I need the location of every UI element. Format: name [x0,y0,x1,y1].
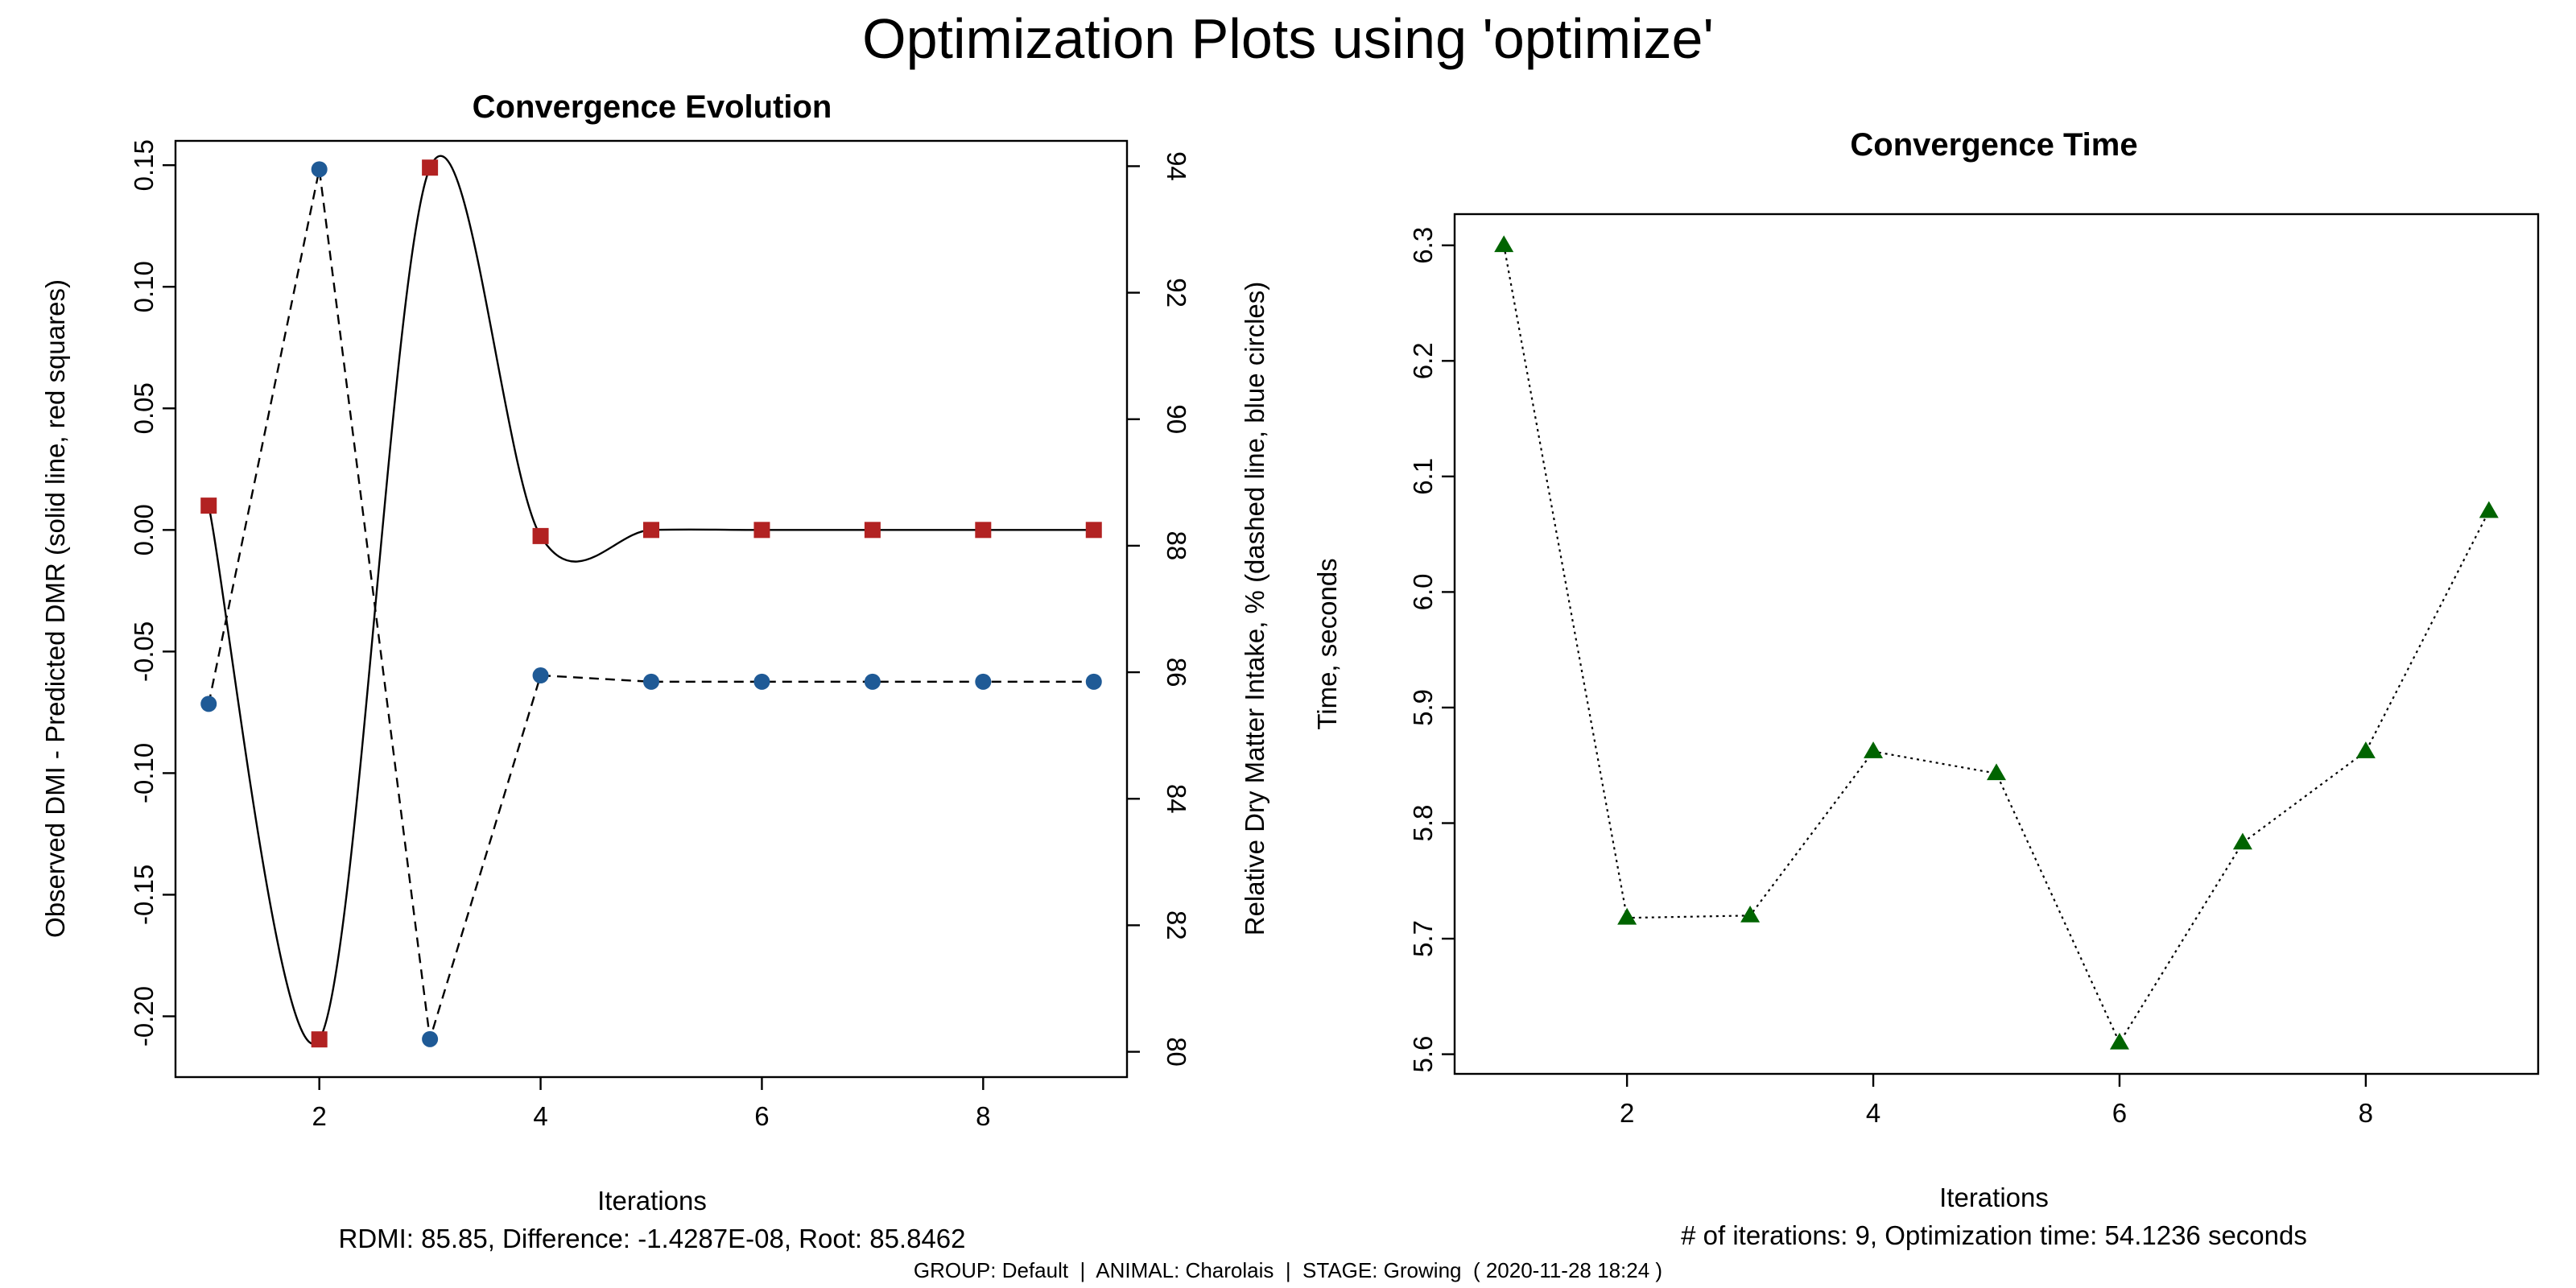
y2-tick-label: 92 [1162,278,1191,308]
chart-subtitle: RDMI: 85.85, Difference: -1.4287E-08, Ro… [338,1224,965,1253]
y-tick-label: -0.15 [129,865,159,925]
y-tick-label: 0.00 [129,504,159,555]
series-line-solid [208,155,1094,1045]
y-tick-label: -0.20 [129,986,159,1046]
x-axis-label: Iterations [1939,1183,2049,1212]
green-triangle-marker [2232,832,2252,850]
y-axis-left: -0.20 -0.15 -0.10 -0.05 0.00 0.05 0.10 0.15 [129,139,175,1046]
blue-circle-marker [864,673,881,690]
red-square-marker [311,1031,328,1048]
y-axis-label-right: Relative Dry Matter Intake, % (dashed li… [1240,282,1269,936]
green-triangle-marker [2109,1032,2129,1050]
plot-data [200,155,1102,1048]
y-axis: 5.6 5.7 5.8 5.9 6.0 6.1 6.2 6.3 [1408,227,1455,1073]
blue-circle-marker [200,696,217,712]
y2-tick-label: 86 [1162,658,1191,687]
green-triangle-marker [2479,501,2499,518]
y-axis-label-left: Observed DMI - Predicted DMR (solid line… [40,279,70,938]
red-square-marker [1085,522,1102,539]
y2-tick-label: 84 [1162,784,1191,814]
y-tick-label: 6.0 [1408,573,1438,610]
chart-title: Convergence Evolution [473,89,832,125]
chart-title: Convergence Time [1850,127,2137,163]
y-axis-label: Time, seconds [1312,558,1342,729]
series-line-dashed [208,169,1094,1040]
y-tick-label: -0.05 [129,621,159,682]
blue-circle-marker [643,673,659,690]
red-square-marker [753,522,770,539]
y-tick-label: -0.10 [129,743,159,803]
blue-circle-marker [975,673,992,690]
y-axis-right: 80 82 84 86 88 90 92 94 [1127,151,1191,1067]
x-tick-label: 8 [976,1101,990,1131]
green-triangle-marker [1494,235,1514,253]
x-tick-label: 6 [754,1101,769,1131]
chart-subtitle: # of iterations: 9, Optimization time: 5… [1681,1220,2307,1250]
y-tick-label: 0.15 [129,139,159,191]
y-tick-label: 5.9 [1408,689,1438,726]
red-square-marker [532,527,549,544]
series-line-dotted [1503,245,2490,1045]
y-tick-label: 5.8 [1408,805,1438,842]
plot-data [1494,235,2499,1050]
y2-tick-label: 94 [1162,151,1191,181]
y-tick-label: 6.3 [1408,227,1438,264]
y2-tick-label: 90 [1162,404,1191,434]
y-tick-label: 0.10 [129,261,159,312]
blue-circle-marker [753,673,770,690]
blue-circle-marker [532,667,549,684]
figure-title: Optimization Plots using 'optimize' [862,7,1714,70]
x-tick-label: 6 [2112,1098,2127,1128]
y-tick-label: 5.6 [1408,1036,1438,1073]
x-tick-label: 2 [312,1101,326,1131]
y2-tick-label: 88 [1162,531,1191,561]
x-axis: 2 4 6 8 [1620,1074,2373,1128]
x-tick-label: 2 [1620,1098,1634,1128]
green-triangle-marker [1987,763,2006,781]
y-tick-label: 5.7 [1408,920,1438,957]
red-square-marker [975,522,992,539]
green-triangle-marker [1740,905,1761,923]
convergence-time-chart: Convergence Time 2 4 6 8 5.6 5.7 5.8 5.9 6.0 6.1… [1312,127,2540,1250]
red-square-marker [864,522,881,539]
footer-info: GROUP: Default | ANIMAL: Charolais | STA… [914,1258,1662,1282]
green-triangle-marker [2355,741,2376,758]
red-square-marker [200,497,217,514]
y-tick-label: 6.1 [1408,458,1438,495]
y-tick-label: 0.05 [129,382,159,434]
y2-tick-label: 82 [1162,910,1191,940]
x-tick-label: 4 [1866,1098,1880,1128]
x-axis-label: Iterations [597,1186,707,1216]
x-tick-label: 4 [533,1101,547,1131]
red-square-marker [643,522,659,539]
red-square-marker [422,159,439,176]
plot-frame [174,139,1129,1079]
blue-circle-marker [422,1030,439,1047]
y2-tick-label: 80 [1162,1037,1191,1067]
blue-circle-marker [1085,673,1102,690]
green-triangle-marker [1617,907,1637,925]
y-tick-label: 6.2 [1408,342,1438,379]
x-tick-label: 8 [2359,1098,2373,1128]
plot-frame [1453,213,2540,1075]
green-triangle-marker [1864,741,1884,758]
x-axis: 2 4 6 8 [312,1077,991,1131]
blue-circle-marker [311,161,328,178]
